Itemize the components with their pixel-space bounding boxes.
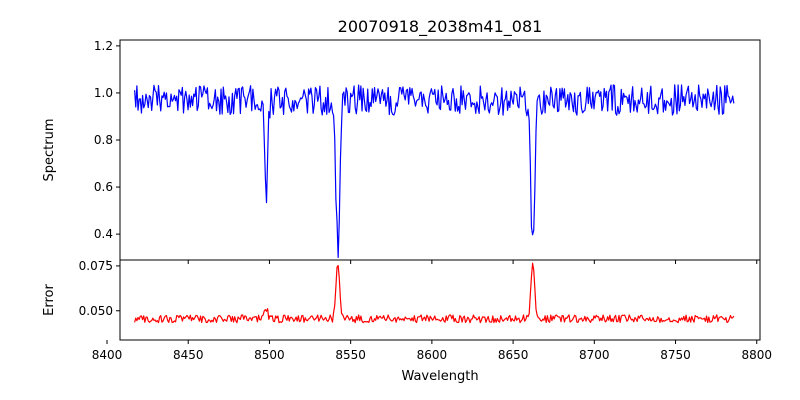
error-x-tick-label: 8600 <box>417 348 448 362</box>
spectrum-y-tick-label: 1.0 <box>94 86 113 100</box>
spectrum-y-ticks: 0.4 0.6 0.8 1.0 1.2 <box>94 39 120 241</box>
spectrum-panel: 0.4 0.6 0.8 1.0 1.2 Spectrum <box>42 39 761 264</box>
error-x-tick-label: 8650 <box>498 348 529 362</box>
error-x-tick-label: 8800 <box>741 348 772 362</box>
error-x-tick-label: 8500 <box>254 348 285 362</box>
error-panel: 8400 8450 8500 8550 8600 8650 8700 8750 8800 0.0… <box>42 259 772 384</box>
error-x-tick-label: 8700 <box>579 348 610 362</box>
x-axis-label: Wavelength <box>401 369 478 384</box>
error-line <box>134 262 735 324</box>
spectrum-y-tick-label: 0.6 <box>94 180 113 194</box>
spectrum-y-tick-label: 1.2 <box>94 39 113 53</box>
error-y-tick-label: 0.050 <box>79 304 113 318</box>
spectrum-y-tick-label: 0.4 <box>94 227 113 241</box>
spectrum-series <box>134 84 735 259</box>
chart-title: 20070918_2038m41_081 <box>338 17 543 37</box>
error-x-tick-label: 8400 <box>92 348 123 362</box>
error-axes-frame <box>119 259 761 341</box>
error-x-ticks: 8400 8450 8500 8550 8600 8650 8700 8750 8800 <box>92 340 772 362</box>
error-y-label: Error <box>42 284 57 316</box>
spectrum-x-ticks <box>106 260 758 264</box>
error-y-ticks: 0.050 0.075 <box>79 259 120 318</box>
error-x-tick-label: 8450 <box>173 348 204 362</box>
error-y-tick-label: 0.075 <box>79 259 113 273</box>
error-x-tick-label: 8750 <box>660 348 691 362</box>
error-series <box>134 262 735 324</box>
spectrum-y-tick-label: 0.8 <box>94 133 113 147</box>
spectrum-line <box>134 84 735 259</box>
spectrum-y-label: Spectrum <box>42 119 57 182</box>
error-x-tick-label: 8550 <box>335 348 366 362</box>
